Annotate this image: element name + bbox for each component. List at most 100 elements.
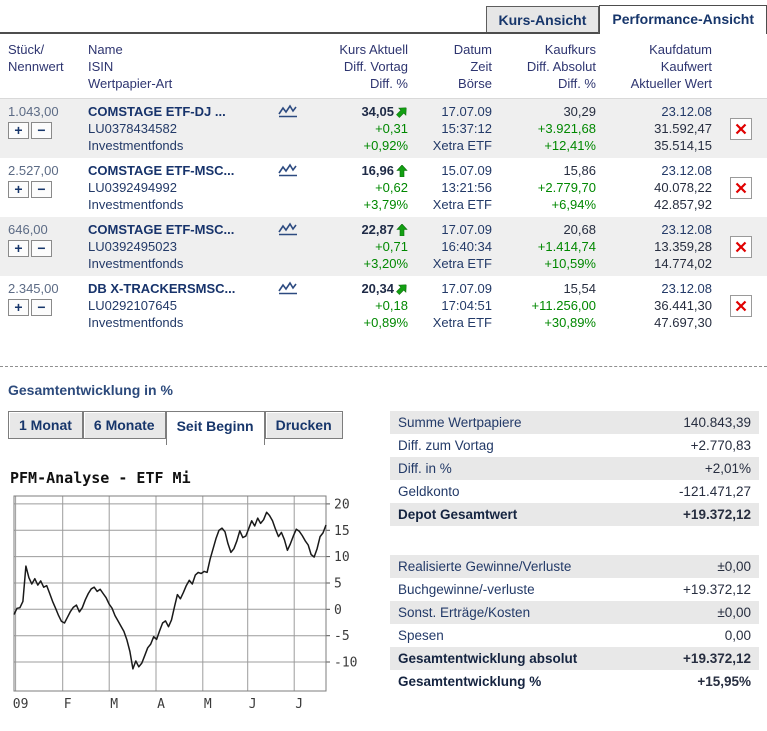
security-name[interactable]: DB X-TRACKERSMSC...: [88, 281, 236, 296]
buy-price: 20,68: [563, 222, 596, 237]
table-row: 2.527,00 + − COMSTAGE ETF-MSC... LU03924…: [0, 158, 767, 217]
current-price: 34,05: [361, 104, 394, 119]
security-type: Investmentfonds: [88, 315, 184, 330]
svg-text:09: 09: [13, 697, 29, 712]
buy-price: 30,29: [563, 104, 596, 119]
close-icon: [735, 241, 747, 252]
diff-pct: +0,92%: [363, 138, 408, 153]
sell-button[interactable]: −: [31, 122, 52, 139]
quote-date: 17.07.09: [441, 222, 492, 237]
summary-row: Geldkonto -121.471,27: [398, 484, 751, 499]
quote-date: 17.07.09: [441, 281, 492, 296]
security-name[interactable]: COMSTAGE ETF-MSC...: [88, 222, 235, 237]
current-value: 14.774,02: [654, 256, 712, 271]
tabbar-underline: [0, 32, 560, 34]
diff-absolut-pct: +10,59%: [544, 256, 596, 271]
exchange: Xetra ETF: [432, 138, 492, 153]
svg-text:M: M: [204, 697, 212, 712]
close-icon: [735, 300, 747, 311]
print-button[interactable]: Drucken: [264, 411, 343, 439]
current-price: 20,34: [361, 281, 394, 296]
trend-arrow-icon: [396, 164, 408, 177]
tab-performance-ansicht[interactable]: Performance-Ansicht: [599, 5, 767, 34]
quote-date: 15.07.09: [441, 163, 492, 178]
range-1-monat-button[interactable]: 1 Monat: [8, 411, 83, 439]
header-datum: Datum Zeit Börse: [453, 42, 492, 91]
quote-time: 17:04:51: [441, 298, 492, 313]
quote-time: 16:40:34: [441, 239, 492, 254]
view-tabbar: Kurs-Ansicht Performance-Ansicht: [0, 0, 767, 34]
current-price: 16,96: [361, 163, 394, 178]
diff-absolut-pct: +30,89%: [544, 315, 596, 330]
diff-vortag: +0,62: [375, 180, 408, 195]
sell-button[interactable]: −: [31, 181, 52, 198]
trend-arrow-icon: [395, 283, 408, 295]
delete-position-button[interactable]: [730, 294, 752, 317]
sell-button[interactable]: −: [31, 299, 52, 316]
buy-date: 23.12.08: [661, 281, 712, 296]
svg-text:A: A: [157, 697, 165, 712]
summary-row: Diff. zum Vortag +2.770,83: [398, 438, 751, 453]
diff-absolut-pct: +6,94%: [551, 197, 596, 212]
diff-absolut: +3.921,68: [537, 121, 596, 136]
range-6-monate-button[interactable]: 6 Monate: [82, 411, 166, 439]
current-value: 47.697,30: [654, 315, 712, 330]
chart-link-icon[interactable]: [278, 104, 298, 122]
exchange: Xetra ETF: [432, 197, 492, 212]
chart-link-icon[interactable]: [278, 281, 298, 299]
security-name[interactable]: COMSTAGE ETF-MSC...: [88, 163, 235, 178]
summary-row-total: Depot Gesamtwert +19.372,12: [390, 503, 759, 526]
header-name: Name ISIN Wertpapier-Art: [88, 42, 173, 91]
security-type: Investmentfonds: [88, 197, 184, 212]
summary-row-total: Gesamtentwicklung absolut +19.372,12: [390, 647, 759, 670]
delete-position-button[interactable]: [730, 176, 752, 199]
diff-vortag: +0,71: [375, 239, 408, 254]
security-name[interactable]: COMSTAGE ETF-DJ ...: [88, 104, 226, 119]
quantity-value: 1.043,00: [8, 104, 59, 119]
security-isin: LU0392494992: [88, 180, 177, 195]
buy-button[interactable]: +: [8, 299, 29, 316]
diff-absolut: +1.414,74: [537, 239, 596, 254]
exchange: Xetra ETF: [432, 315, 492, 330]
delete-position-button[interactable]: [730, 117, 752, 140]
buy-price: 15,86: [563, 163, 596, 178]
svg-text:-10: -10: [334, 656, 357, 671]
header-kaufdatum: Kaufdatum Kaufwert Aktueller Wert: [630, 42, 712, 91]
quote-time: 15:37:12: [441, 121, 492, 136]
table-row: 2.345,00 + − DB X-TRACKERSMSC... LU02921…: [0, 276, 767, 335]
security-type: Investmentfonds: [88, 138, 184, 153]
chart-link-icon[interactable]: [278, 163, 298, 181]
performance-chart: 20 15 10 5 0 -5 -10 09 F M A M J J: [13, 495, 357, 712]
exchange: Xetra ETF: [432, 256, 492, 271]
diff-absolut-pct: +12,41%: [544, 138, 596, 153]
current-value: 35.514,15: [654, 138, 712, 153]
section-divider: [0, 366, 767, 367]
summary-row: Summe Wertpapiere 140.843,39: [390, 411, 759, 434]
close-icon: [735, 182, 747, 193]
diff-pct: +3,20%: [363, 256, 408, 271]
summary-row: Diff. in % +2,01%: [390, 457, 759, 480]
diff-vortag: +0,18: [375, 298, 408, 313]
delete-position-button[interactable]: [730, 235, 752, 258]
range-button-group: 1 Monat 6 Monate Seit Beginn Drucken: [8, 411, 380, 445]
chart-link-icon[interactable]: [278, 222, 298, 240]
holdings-table-header: Stück/Nennwert Name ISIN Wertpapier-Art Ku…: [0, 34, 767, 99]
sell-button[interactable]: −: [31, 240, 52, 257]
buy-button[interactable]: +: [8, 240, 29, 257]
quantity-value: 646,00: [8, 222, 48, 237]
buy-button[interactable]: +: [8, 181, 29, 198]
buy-date: 23.12.08: [661, 222, 712, 237]
buy-value: 31.592,47: [654, 121, 712, 136]
range-seit-beginn-button[interactable]: Seit Beginn: [165, 411, 265, 445]
tab-kurs-ansicht[interactable]: Kurs-Ansicht: [485, 6, 600, 34]
quote-time: 13:21:56: [441, 180, 492, 195]
table-row: 646,00 + − COMSTAGE ETF-MSC... LU0392495…: [0, 217, 767, 276]
summary-row: Sonst. Erträge/Kosten ±0,00: [390, 601, 759, 624]
quantity-value: 2.345,00: [8, 281, 59, 296]
svg-text:20: 20: [334, 497, 350, 512]
buy-button[interactable]: +: [8, 122, 29, 139]
svg-text:M: M: [110, 697, 118, 712]
header-stueck: Stück/Nennwert: [8, 42, 64, 74]
svg-text:10: 10: [334, 550, 350, 565]
